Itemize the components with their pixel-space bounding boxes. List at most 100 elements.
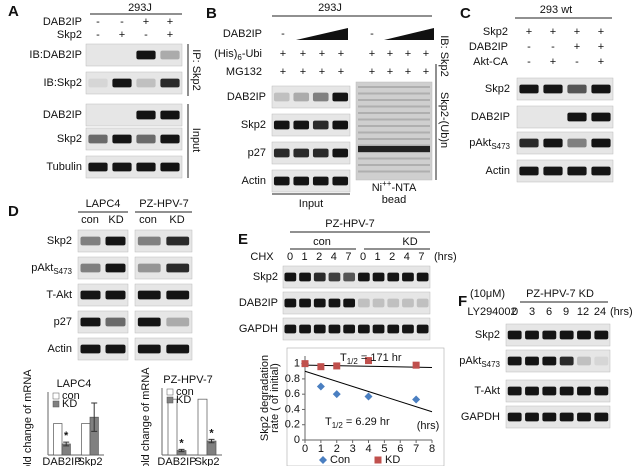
blot: [77, 229, 129, 253]
label: KD: [62, 398, 77, 410]
label: 293 wt: [540, 4, 572, 16]
band: [542, 330, 557, 340]
label: 5: [381, 443, 387, 455]
smear: [358, 105, 430, 108]
label: +: [574, 41, 580, 53]
band: [312, 92, 329, 102]
label: 1: [318, 443, 324, 455]
band: [160, 78, 180, 88]
band: [387, 298, 400, 308]
label: MG132: [226, 66, 262, 78]
label: 8: [429, 443, 435, 455]
blot: [516, 105, 614, 129]
label: KD: [169, 214, 184, 226]
label: CHX: [250, 251, 274, 263]
band: [543, 138, 563, 148]
label-part: GAPDH: [461, 411, 500, 423]
label: DAB2IP: [469, 41, 508, 53]
smear: [358, 164, 430, 166]
point: [333, 362, 341, 370]
label: 293J: [318, 2, 342, 14]
band: [594, 386, 609, 396]
band: [166, 236, 190, 246]
smear: [358, 112, 430, 114]
blot: [271, 113, 351, 137]
label: -: [527, 41, 531, 53]
label: 24: [594, 306, 606, 318]
label-part: DAB2IP: [471, 111, 510, 123]
point: [317, 363, 325, 371]
band: [136, 134, 156, 144]
label-part: S473: [491, 142, 510, 151]
band: [559, 412, 574, 422]
band: [542, 356, 557, 366]
label: T1/2 = 171 hr: [340, 352, 402, 366]
label: Skp2: [194, 456, 219, 466]
legend-swatch: [52, 400, 60, 408]
label: PZ-HPV-7: [139, 198, 189, 210]
band: [88, 134, 108, 144]
label: +: [280, 48, 286, 60]
label: T1/2 = 6.29 hr: [325, 416, 390, 430]
label: 0: [360, 251, 366, 263]
label: Skp2: [483, 26, 508, 38]
blot: [516, 159, 614, 183]
label: KD: [385, 454, 400, 466]
band: [343, 272, 356, 282]
band: [160, 110, 180, 120]
band: [402, 272, 414, 282]
label: +: [338, 48, 344, 60]
label: IB:Skp2: [43, 77, 82, 89]
label: Actin: [48, 343, 72, 355]
label: 0: [287, 251, 293, 263]
label-part: -Ubi: [242, 48, 262, 60]
band: [112, 134, 132, 144]
blot: [505, 405, 611, 429]
label: -: [575, 56, 579, 68]
band: [284, 272, 297, 282]
label: 0.8: [285, 373, 300, 385]
label-part: T: [340, 352, 347, 364]
band: [88, 78, 108, 88]
label: *: [209, 427, 214, 439]
label: E: [238, 231, 248, 248]
band: [105, 344, 126, 354]
blot: [85, 43, 183, 67]
band: [328, 298, 341, 308]
label: +: [300, 66, 306, 78]
band: [567, 84, 587, 94]
label: 293J: [128, 2, 152, 14]
label: KD: [176, 394, 191, 406]
label-part: = 6.29 hr: [343, 416, 390, 428]
label: 4: [404, 251, 410, 263]
label: DAB2IP: [157, 456, 196, 466]
label: -: [144, 29, 148, 41]
band: [416, 324, 429, 334]
band: [402, 324, 414, 334]
band: [519, 84, 539, 94]
label: pAktS473: [469, 137, 510, 151]
label: +: [119, 29, 125, 41]
band: [80, 290, 101, 300]
label: Skp2: [57, 29, 82, 41]
band: [112, 162, 132, 172]
blot: [134, 337, 193, 361]
label: rate ( of initial): [269, 363, 281, 433]
band: [112, 78, 132, 88]
band: [313, 272, 326, 282]
label: Skp2: [241, 119, 266, 131]
label: -: [120, 16, 124, 28]
label: con: [313, 236, 331, 248]
band: [372, 298, 385, 308]
band: [416, 298, 429, 308]
label-part: 1/2: [347, 357, 359, 366]
label: Ni++-NTA: [372, 179, 417, 194]
label: -: [96, 29, 100, 41]
label: B: [206, 5, 217, 22]
band: [543, 166, 563, 176]
band: [299, 298, 311, 308]
label: Skp2: [57, 133, 82, 145]
trend-line: [304, 370, 433, 413]
band: [387, 272, 400, 282]
band: [136, 162, 156, 172]
